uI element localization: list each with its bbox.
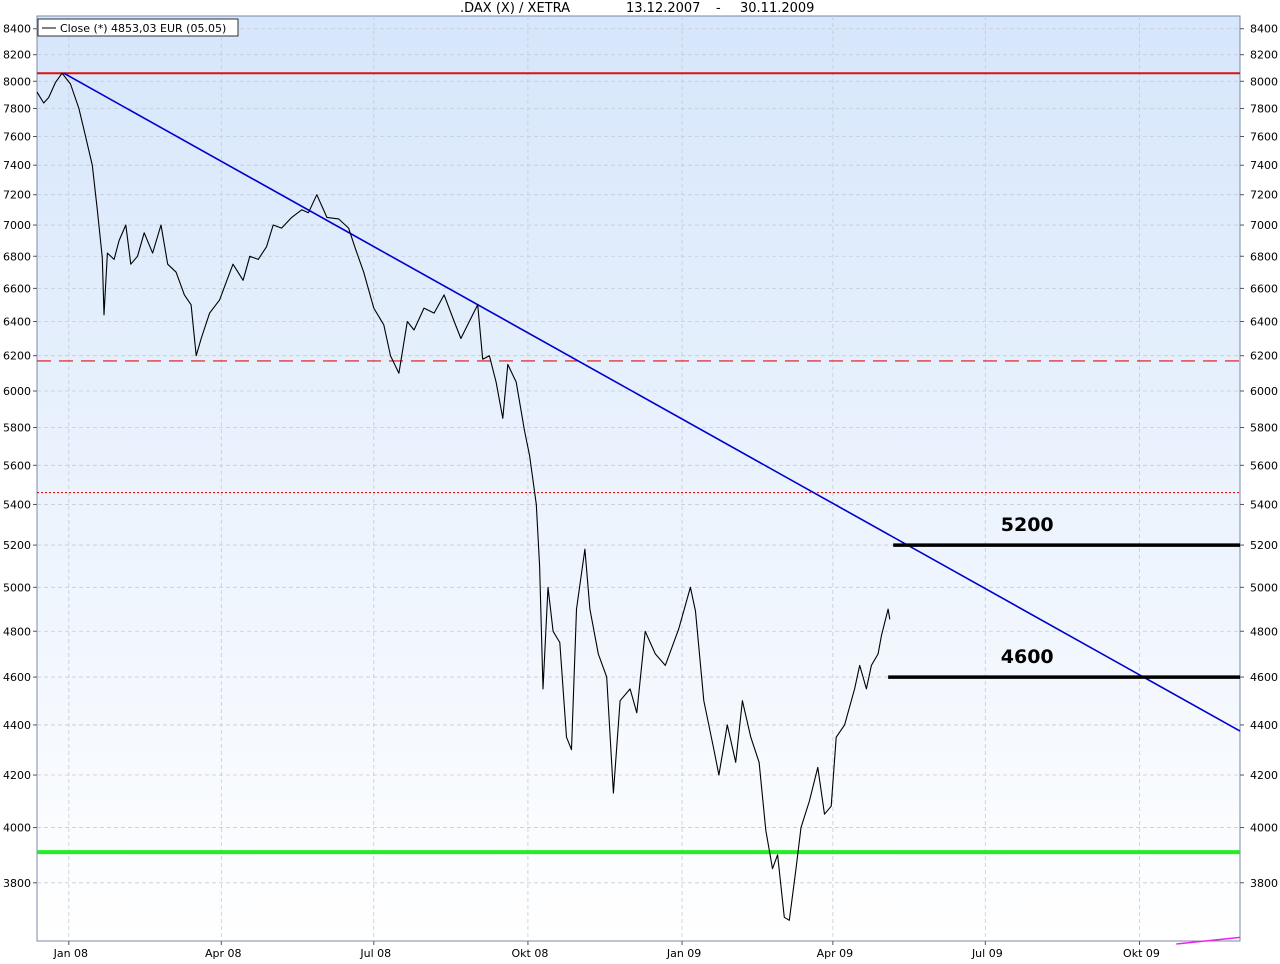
level-label-5200: 5200: [1001, 514, 1054, 536]
y-tick-label: 3800: [1250, 877, 1278, 890]
y-tick-label: 5600: [1250, 459, 1278, 472]
y-tick-label: 5600: [3, 459, 31, 472]
pink-stub: [1176, 936, 1241, 945]
y-tick-label: 6800: [3, 250, 31, 263]
date-range-start: 13.12.2007: [626, 1, 700, 16]
y-tick-label: 5800: [1250, 422, 1278, 435]
y-tick-label: 7000: [3, 219, 31, 232]
y-axis-right: 3800 4000 4200 4400 4600 4800 5000 5200 5400 5600…: [1240, 23, 1278, 890]
y-tick-label: 7200: [1250, 189, 1278, 202]
downtrend-line: [63, 72, 1241, 732]
y-tick-label: 6400: [1250, 316, 1278, 329]
y-tick-label: 5400: [3, 498, 31, 511]
y-tick-label: 7800: [1250, 103, 1278, 116]
y-tick-label: 5800: [3, 422, 31, 435]
y-tick-label: 7600: [3, 130, 31, 143]
x-tick-label: Apr 08: [205, 947, 242, 960]
y-tick-label: 6600: [3, 282, 31, 295]
y-tick-label: 4000: [1250, 822, 1278, 835]
y-tick-label: 8200: [1250, 49, 1278, 62]
y-tick-label: 6000: [3, 385, 31, 398]
x-tick-label: Apr 09: [817, 947, 854, 960]
overlays: [37, 72, 1241, 945]
x-tick-label: Jan 08: [53, 947, 88, 960]
y-tick-label: 4000: [3, 822, 31, 835]
x-axis: Jan 08 Apr 08 Jul 08 Okt 08 Jan 09 Apr 09 Jul …: [53, 941, 1160, 960]
legend-label: Close (*) 4853,03 EUR (05.05): [60, 22, 226, 35]
y-tick-label: 6200: [3, 350, 31, 363]
chart-title: .DAX (X) / XETRA 13.12.2007 - 30.11.2009: [460, 1, 814, 16]
y-tick-label: 7400: [1250, 159, 1278, 172]
y-tick-label: 6000: [1250, 385, 1278, 398]
y-tick-label: 5400: [1250, 498, 1278, 511]
y-tick-label: 8000: [1250, 75, 1278, 88]
legend: Close (*) 4853,03 EUR (05.05): [37, 18, 239, 37]
x-tick-label: Okt 08: [511, 947, 548, 960]
y-tick-label: 8400: [1250, 23, 1278, 36]
annotations: 5200 4600: [1001, 514, 1054, 668]
y-tick-label: 8200: [3, 49, 31, 62]
date-range-separator: -: [716, 1, 721, 16]
y-tick-label: 6200: [1250, 350, 1278, 363]
y-tick-label: 7200: [3, 189, 31, 202]
y-tick-label: 4200: [1250, 769, 1278, 782]
level-label-4600: 4600: [1001, 646, 1054, 668]
y-tick-label: 4400: [3, 719, 31, 732]
y-tick-label: 5000: [3, 581, 31, 594]
series: [36, 72, 891, 921]
y-tick-label: 6400: [3, 316, 31, 329]
y-tick-label: 4600: [3, 671, 31, 684]
y-tick-label: 4800: [1250, 625, 1278, 638]
y-axis-left: 3800 4000 4200 4400 4600 4800 5000 5200 5400 5600…: [3, 23, 37, 890]
x-tick-label: Jan 09: [666, 947, 701, 960]
plot-background: [36, 15, 1241, 942]
y-tick-label: 4400: [1250, 719, 1278, 732]
chart-title-text: .DAX (X) / XETRA: [460, 1, 570, 16]
y-tick-label: 7000: [1250, 219, 1278, 232]
y-tick-label: 3800: [3, 877, 31, 890]
x-tick-label: Jul 08: [359, 947, 391, 960]
y-tick-label: 6600: [1250, 282, 1278, 295]
x-tick-label: Okt 09: [1123, 947, 1160, 960]
y-tick-label: 4200: [3, 769, 31, 782]
y-tick-label: 5200: [1250, 539, 1278, 552]
y-tick-label: 8000: [3, 75, 31, 88]
y-tick-label: 7400: [3, 159, 31, 172]
x-tick-label: Jul 09: [971, 947, 1003, 960]
legend-box: [37, 18, 239, 37]
date-range-end: 30.11.2009: [740, 1, 814, 16]
close-price-line: [36, 72, 891, 921]
y-tick-label: 6800: [1250, 250, 1278, 263]
y-tick-label: 7800: [3, 103, 31, 116]
y-tick-label: 5200: [3, 539, 31, 552]
y-tick-label: 4800: [3, 625, 31, 638]
y-tick-label: 7600: [1250, 130, 1278, 143]
y-tick-label: 5000: [1250, 581, 1278, 594]
y-tick-label: 4600: [1250, 671, 1278, 684]
y-tick-label: 8400: [3, 23, 31, 36]
